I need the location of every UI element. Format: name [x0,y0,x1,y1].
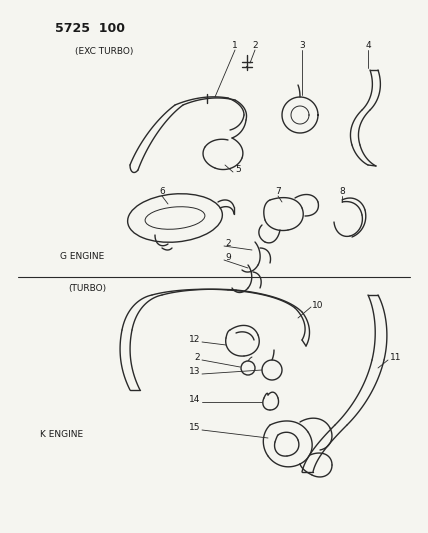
Text: 1: 1 [232,42,238,51]
Text: 10: 10 [312,301,324,310]
Text: 12: 12 [189,335,200,344]
Text: •: • [245,65,249,71]
Text: (EXC TURBO): (EXC TURBO) [75,47,134,56]
Text: 4: 4 [365,42,371,51]
Text: 3: 3 [299,42,305,51]
Text: K ENGINE: K ENGINE [40,430,83,439]
Text: 5: 5 [235,166,241,174]
Text: 9: 9 [225,254,231,262]
Text: G ENGINE: G ENGINE [60,252,104,261]
Text: 14: 14 [189,395,200,405]
Text: 2: 2 [194,353,200,362]
Text: 7: 7 [275,188,281,197]
Text: 5725  100: 5725 100 [55,22,125,35]
Text: 11: 11 [390,353,401,362]
Text: 2: 2 [225,239,231,248]
Text: 6: 6 [159,188,165,197]
Text: 15: 15 [188,424,200,432]
Text: 8: 8 [339,188,345,197]
Text: (TURBO): (TURBO) [68,284,106,293]
Text: 13: 13 [188,367,200,376]
Text: 2: 2 [252,42,258,51]
